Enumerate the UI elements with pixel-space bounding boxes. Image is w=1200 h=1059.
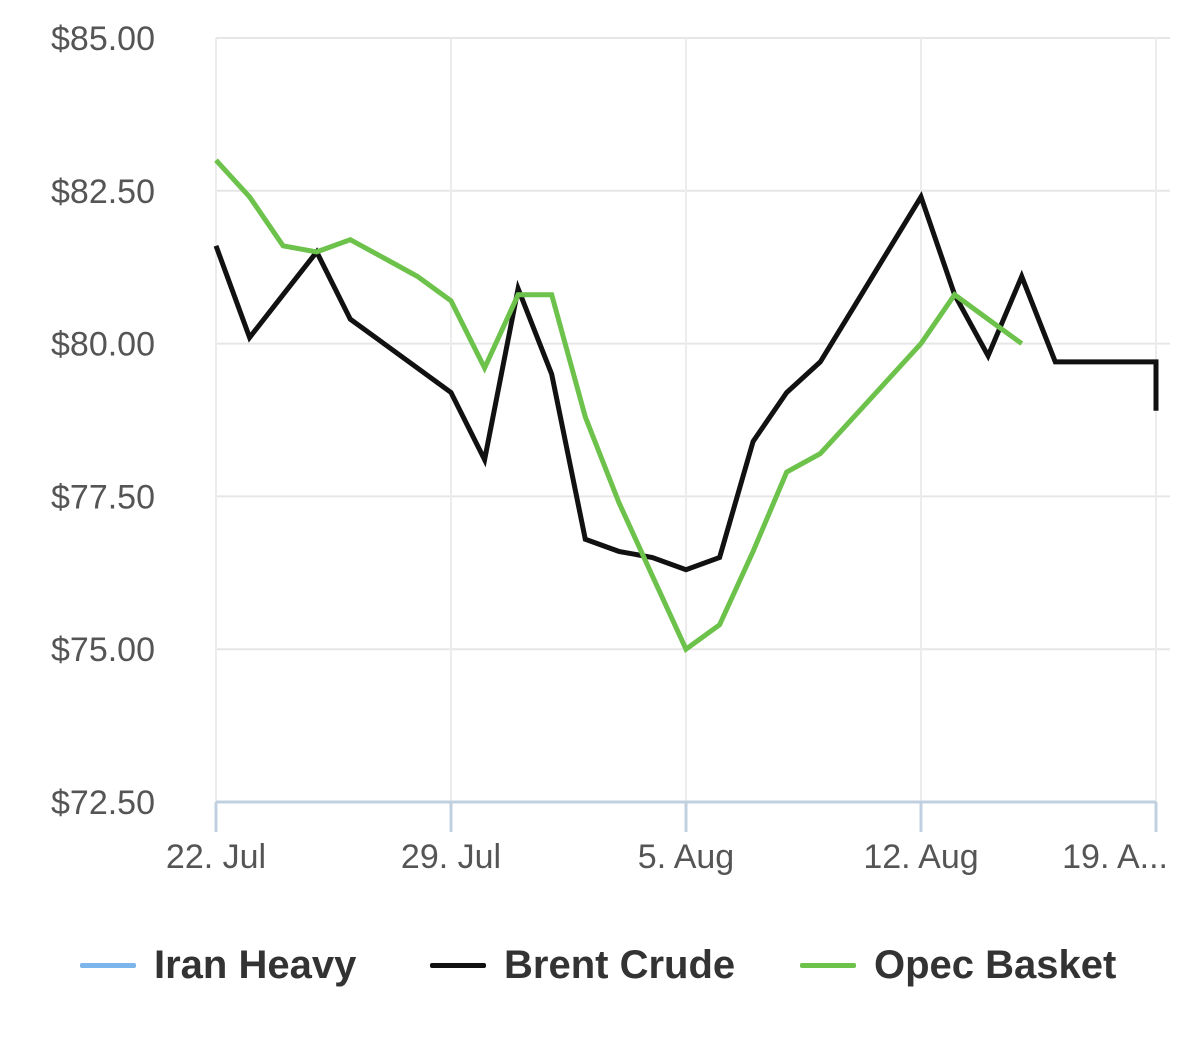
series-line-opec-basket — [214, 158, 1024, 654]
legend-label-opec-basket: Opec Basket — [874, 942, 1117, 987]
y-tick-label: $82.50 — [51, 173, 155, 211]
y-tick-label: $75.00 — [51, 631, 155, 669]
legend: Iran Heavy Brent Crude Opec Basket — [0, 935, 1200, 995]
legend-swatch-brent-crude — [430, 962, 486, 968]
legend-item-opec-basket[interactable]: Opec Basket — [800, 935, 1116, 995]
legend-item-brent-crude[interactable]: Brent Crude — [430, 935, 735, 995]
x-tick-label: 5. Aug — [638, 838, 734, 876]
x-tick-label: 12. Aug — [863, 838, 978, 876]
y-tick-label: $80.00 — [51, 326, 155, 364]
legend-swatch-opec-basket — [800, 962, 856, 968]
y-axis-labels: $85.00 $82.50 $80.00 $77.50 $75.00 $72.50 — [51, 20, 155, 822]
legend-item-iran-heavy[interactable]: Iran Heavy — [80, 935, 356, 995]
series-lines — [213, 158, 1159, 654]
line-chart: $85.00 $82.50 $80.00 $77.50 $75.00 $72.50 22.… — [51, 20, 1170, 876]
x-tick-label: 22. Jul — [166, 838, 266, 876]
y-tick-label: $85.00 — [51, 20, 155, 58]
legend-swatch-iran-heavy — [80, 962, 136, 968]
x-axis — [214, 800, 1158, 832]
x-axis-labels: 22. Jul 29. Jul 5. Aug 12. Aug 19. A... — [166, 838, 1168, 876]
x-tick-label: 29. Jul — [401, 838, 501, 876]
y-tick-label: $77.50 — [51, 478, 155, 516]
legend-label-brent-crude: Brent Crude — [504, 942, 736, 987]
legend-label-iran-heavy: Iran Heavy — [154, 942, 357, 987]
grid-lines — [215, 37, 1170, 802]
x-tick-label: 19. A... — [1062, 838, 1168, 876]
series-line-brent-crude — [213, 191, 1159, 573]
y-tick-label: $72.50 — [51, 784, 155, 822]
